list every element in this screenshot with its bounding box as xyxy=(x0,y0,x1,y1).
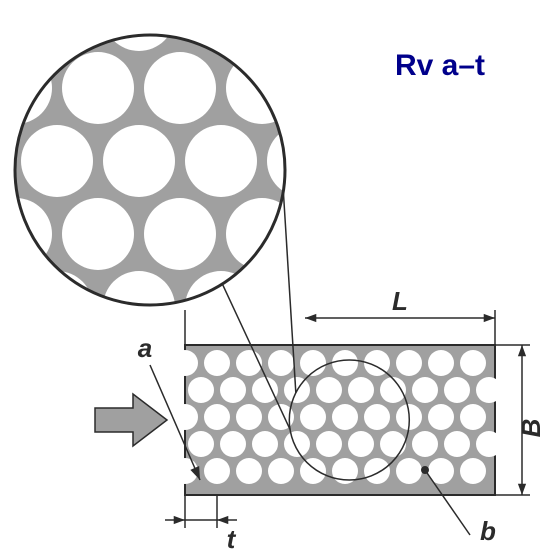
dimension-t: t xyxy=(165,495,237,550)
label-L: L xyxy=(392,286,408,316)
label-b: b xyxy=(480,516,496,546)
direction-arrow xyxy=(95,394,167,446)
dimension-B: B xyxy=(495,345,546,495)
diagram-title: Rv a–t xyxy=(395,49,485,82)
label-t: t xyxy=(227,524,237,550)
label-B: B xyxy=(516,419,546,438)
label-a: a xyxy=(138,333,152,363)
perforated-sheet xyxy=(172,345,502,495)
dimension-L: L xyxy=(185,286,495,345)
zoom-lens xyxy=(0,0,339,343)
